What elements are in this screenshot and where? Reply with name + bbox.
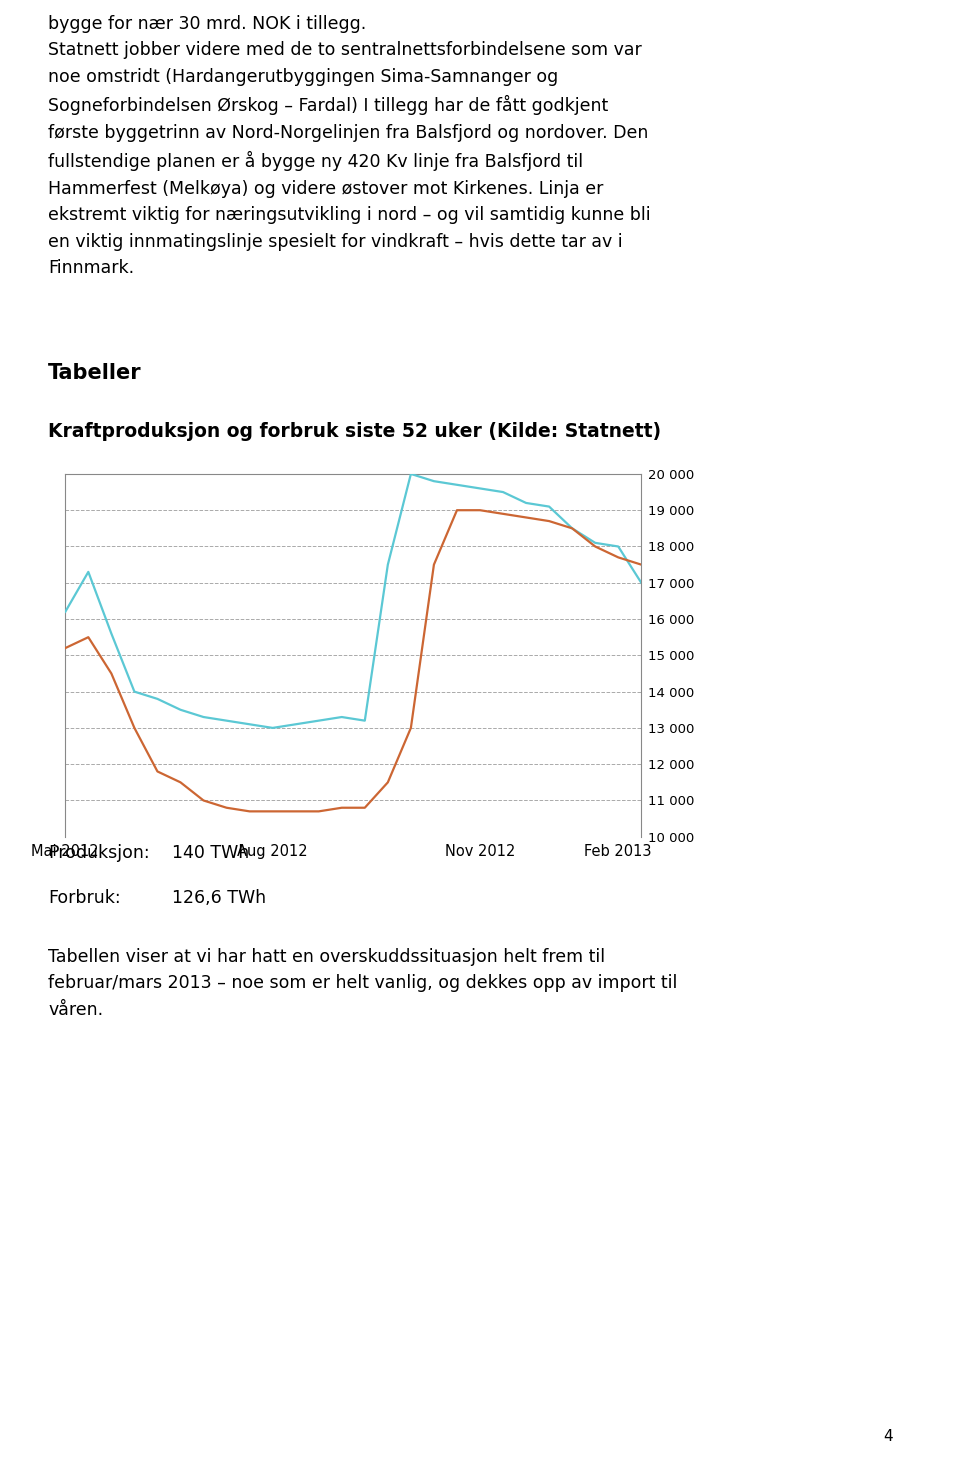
Text: 140 TWh: 140 TWh bbox=[172, 844, 249, 862]
Text: Produksjon:: Produksjon: bbox=[48, 844, 150, 862]
Text: Kraftproduksjon og forbruk siste 52 uker (Kilde: Statnett): Kraftproduksjon og forbruk siste 52 uker… bbox=[48, 422, 661, 441]
Text: 126,6 TWh: 126,6 TWh bbox=[172, 889, 266, 906]
Text: Forbruk:: Forbruk: bbox=[48, 889, 121, 906]
Text: bygge for nær 30 mrd. NOK i tillegg.
Statnett jobber videre med de to sentralnet: bygge for nær 30 mrd. NOK i tillegg. Sta… bbox=[48, 15, 651, 277]
Text: Tabeller: Tabeller bbox=[48, 363, 142, 384]
Text: Tabellen viser at vi har hatt en overskuddssituasjon helt frem til
februar/mars : Tabellen viser at vi har hatt en oversku… bbox=[48, 948, 678, 1019]
Text: 4: 4 bbox=[883, 1429, 893, 1444]
